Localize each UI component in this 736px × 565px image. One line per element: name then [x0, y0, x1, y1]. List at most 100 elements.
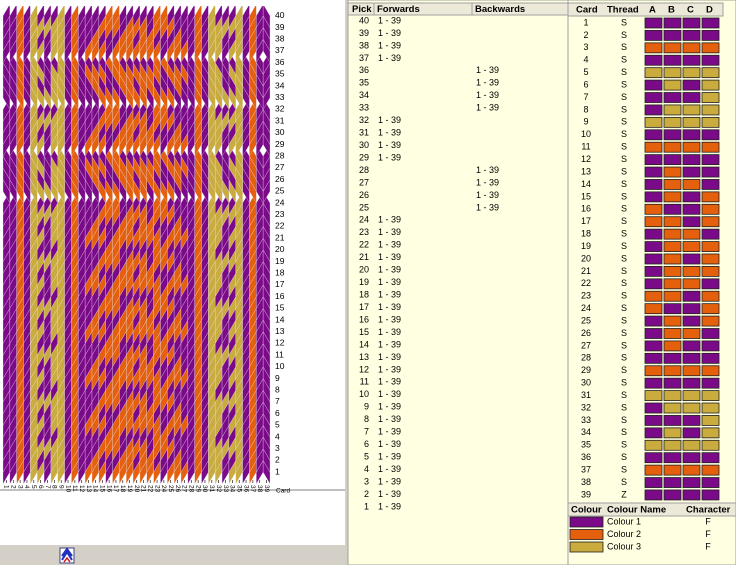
card-label: 1 [3, 485, 10, 489]
hole-colour [663, 390, 682, 402]
forwards-range: 1 - 39 [378, 40, 401, 50]
hole-colour [644, 290, 663, 302]
hole-colour [663, 17, 682, 29]
pick-number: 33 [359, 103, 369, 113]
backwards-range: 1 - 39 [476, 65, 499, 75]
card-thread: S [621, 17, 627, 27]
card-label: 8 [51, 485, 58, 489]
pick-number: 7 [364, 427, 369, 437]
hole-colour [682, 427, 701, 439]
pick-label: 21 [275, 232, 285, 242]
card-number: 9 [583, 117, 588, 127]
hole-colour [701, 489, 720, 501]
hole-colour [644, 489, 663, 501]
pick-label: 31 [275, 115, 285, 125]
card-number: 16 [581, 204, 591, 214]
card-number: 25 [581, 315, 591, 325]
pick-number: 28 [359, 165, 369, 175]
card-number: 10 [581, 129, 591, 139]
card-thread: S [621, 328, 627, 338]
pick-label: 4 [275, 431, 280, 441]
card-number: 29 [581, 365, 591, 375]
card-label: 16 [105, 485, 112, 493]
hole-colour [644, 17, 663, 29]
hole-colour [644, 191, 663, 203]
pick-number: 40 [359, 15, 369, 25]
card-number: 19 [581, 241, 591, 251]
hole-colour [682, 365, 701, 377]
pick-label: 16 [275, 291, 285, 301]
header-pick: Pick [352, 4, 372, 15]
hole-colour [663, 402, 682, 414]
toolbar-icon[interactable] [59, 547, 75, 564]
card-thread: S [621, 67, 627, 77]
forwards-range: 1 - 39 [378, 152, 401, 162]
pick-number: 10 [359, 389, 369, 399]
icon-glyph[interactable] [63, 556, 71, 563]
card-number: 3 [583, 42, 588, 52]
hole-colour [682, 278, 701, 290]
hole-colour [682, 166, 701, 178]
header-a: A [649, 5, 656, 16]
hole-colour [663, 303, 682, 315]
card-thread: S [621, 79, 627, 89]
hole-colour [663, 166, 682, 178]
hole-colour [701, 303, 720, 315]
hole-colour [701, 377, 720, 389]
card-thread: S [621, 464, 627, 474]
pick-number: 32 [359, 115, 369, 125]
pick-label: 32 [275, 104, 285, 114]
hole-colour [663, 141, 682, 153]
forwards-range: 1 - 39 [378, 427, 401, 437]
pick-number: 26 [359, 190, 369, 200]
pick-label: 6 [275, 408, 280, 418]
card-label: 36 [242, 485, 249, 493]
pick-label: 35 [275, 69, 285, 79]
pick-number: 17 [359, 302, 369, 312]
card-thread: S [621, 216, 627, 226]
pick-number: 38 [359, 40, 369, 50]
card-thread: S [621, 477, 627, 487]
legend-name: Colour Name [607, 505, 666, 516]
hole-colour [644, 340, 663, 352]
card-number: 13 [581, 166, 591, 176]
icon-glyph[interactable] [61, 547, 73, 561]
card-label: 6 [37, 485, 44, 489]
pick-label: 40 [275, 10, 285, 20]
card-thread: S [621, 117, 627, 127]
card-thread: S [621, 427, 627, 437]
pick-label: 33 [275, 92, 285, 102]
hole-colour [644, 464, 663, 476]
hole-colour [644, 179, 663, 190]
hole-colour [663, 265, 682, 277]
card-number: 5 [583, 67, 588, 77]
forwards-range: 1 - 39 [378, 339, 401, 349]
card-thread: S [621, 291, 627, 301]
card-label: 18 [119, 485, 126, 493]
hole-colour [682, 402, 701, 414]
forwards-range: 1 - 39 [378, 476, 401, 486]
forwards-range: 1 - 39 [378, 15, 401, 25]
pick-number: 21 [359, 252, 369, 262]
legend-name: Colour 3 [607, 541, 641, 551]
hole-colour [663, 191, 682, 203]
pick-number: 5 [364, 451, 369, 461]
pick-number: 31 [359, 128, 369, 138]
card-label: 29 [194, 485, 201, 493]
header-thread: Thread [607, 5, 639, 16]
card-thread: S [621, 166, 627, 176]
hole-colour [663, 179, 682, 190]
hole-colour [701, 42, 720, 54]
card-label: 3 [16, 485, 23, 489]
card-thread: S [621, 42, 627, 52]
card-thread: S [621, 154, 627, 164]
legend-colour: Colour [571, 505, 602, 516]
hole-colour [644, 154, 663, 166]
pick-label: 5 [275, 420, 280, 430]
backwards-range: 1 - 39 [476, 202, 499, 212]
hole-colour [682, 129, 701, 141]
pick-number: 35 [359, 78, 369, 88]
hole-colour [701, 67, 720, 79]
hole-colour [682, 154, 701, 166]
hole-colour [663, 415, 682, 426]
